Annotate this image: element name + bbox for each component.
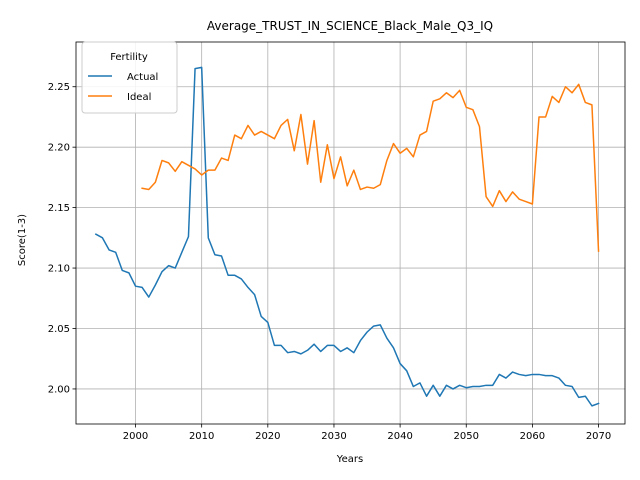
series-line-actual: [94, 66, 600, 407]
grid: [76, 42, 625, 424]
x-tick-label: 2000: [123, 431, 148, 442]
x-tick-label: 2030: [321, 431, 346, 442]
legend-label-actual: Actual: [127, 72, 158, 83]
y-tick-label: 2.25: [48, 82, 70, 93]
legend: Fertility Actual Ideal: [81, 41, 178, 114]
x-tick-label: 2060: [520, 431, 545, 442]
y-tick-label: 2.10: [48, 264, 70, 275]
y-tick-label: 2.20: [48, 143, 70, 154]
x-axis-ticks: 2000 2010 2020 2030 2040 2050 2060 2070: [123, 424, 611, 442]
legend-label-ideal: Ideal: [127, 92, 151, 103]
y-tick-label: 2.00: [48, 384, 70, 395]
y-tick-label: 2.05: [48, 324, 70, 335]
y-tick-label: 2.15: [48, 203, 70, 214]
x-tick-label: 2050: [454, 431, 479, 442]
x-axis-label: Years: [336, 454, 363, 465]
series-group: [94, 66, 600, 407]
legend-title: Fertility: [110, 52, 148, 63]
plot-frame: [75, 41, 626, 425]
x-tick-label: 2040: [387, 431, 412, 442]
y-axis-ticks: 2.00 2.05 2.10 2.15 2.20 2.25: [48, 82, 76, 395]
x-tick-label: 2020: [255, 431, 280, 442]
y-axis-label: Score(1-3): [17, 214, 28, 266]
x-tick-label: 2070: [586, 431, 611, 442]
x-tick-label: 2010: [189, 431, 214, 442]
series-line-ideal: [141, 83, 600, 252]
chart-title: Average_TRUST_IN_SCIENCE_Black_Male_Q3_I…: [207, 19, 493, 33]
